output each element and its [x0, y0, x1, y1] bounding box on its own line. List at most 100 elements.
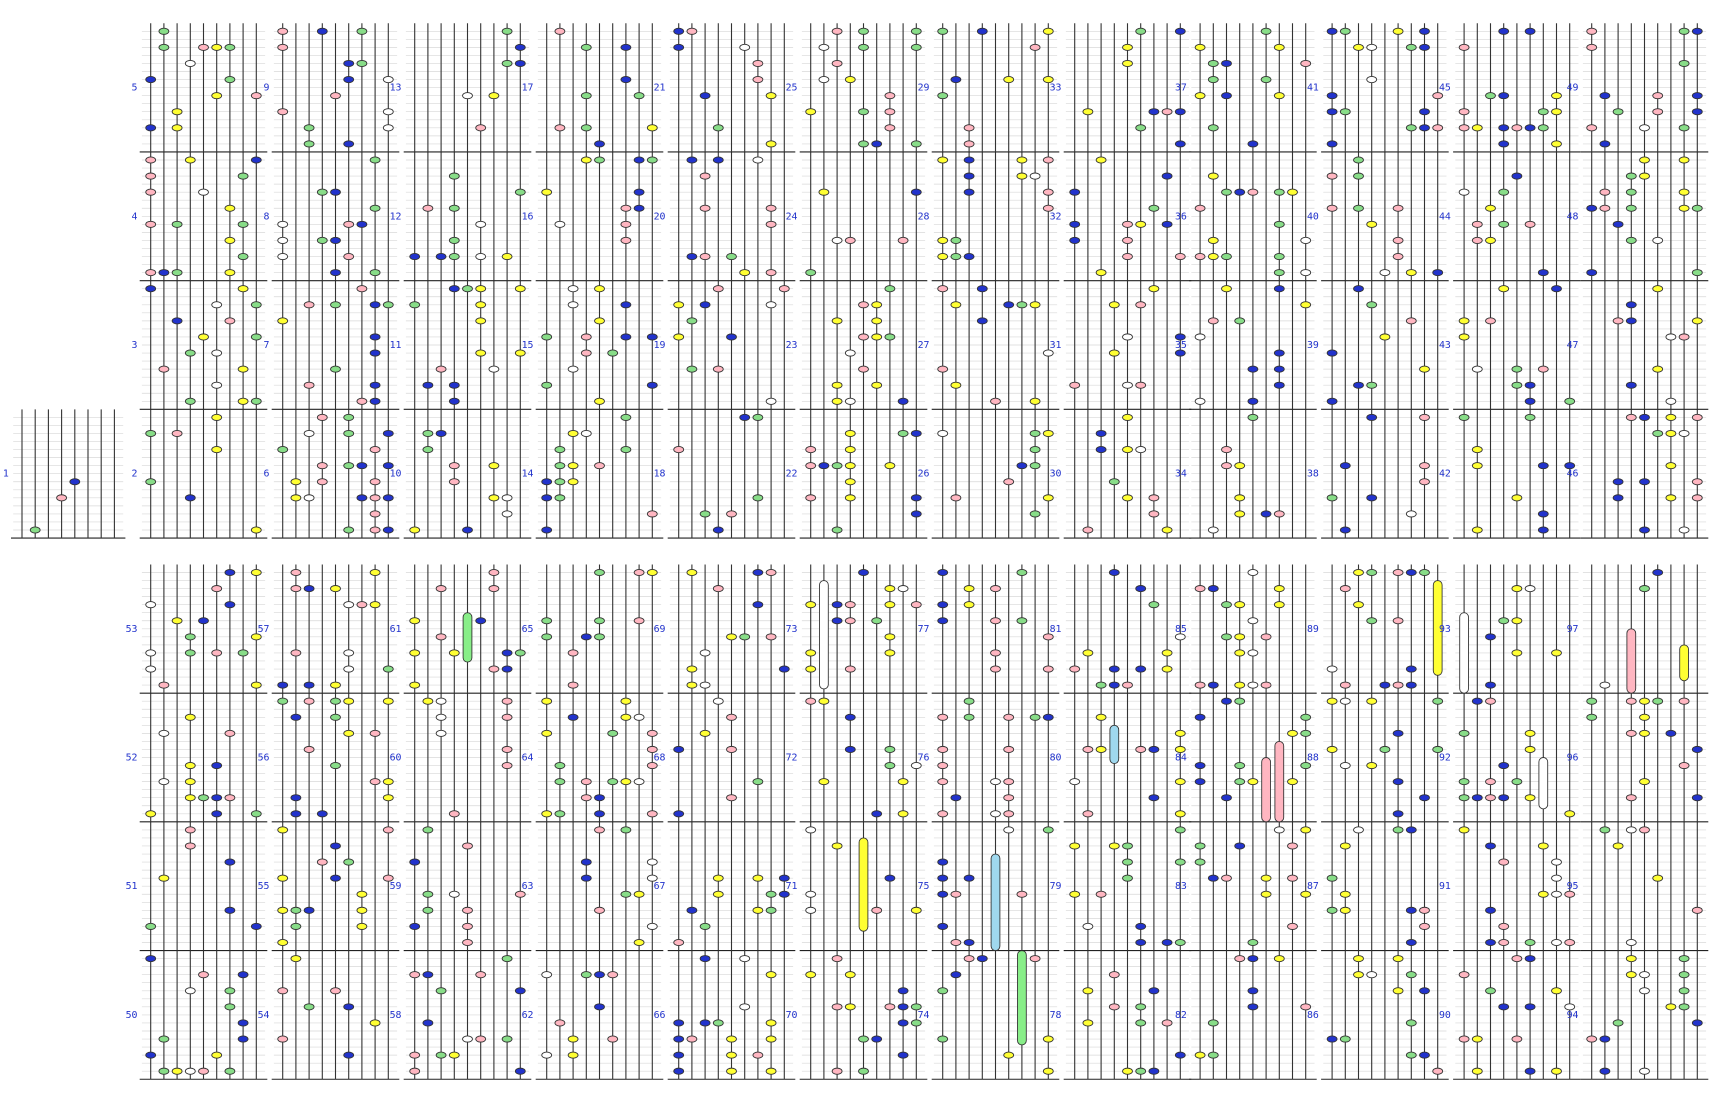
note — [580, 858, 592, 866]
note — [831, 1067, 843, 1075]
held-note — [1459, 612, 1469, 694]
note — [963, 188, 975, 196]
note — [1639, 413, 1650, 421]
note — [963, 172, 975, 180]
note — [1003, 1051, 1015, 1059]
note — [739, 413, 751, 421]
note — [1639, 526, 1650, 534]
note — [171, 108, 183, 116]
note — [831, 462, 843, 470]
note — [303, 140, 315, 148]
note — [805, 269, 817, 277]
note — [1524, 938, 1536, 947]
note — [963, 252, 975, 261]
note — [752, 778, 764, 786]
measure-number: 62 — [522, 1010, 534, 1021]
note — [844, 397, 856, 405]
note — [250, 397, 262, 405]
note — [541, 1051, 553, 1059]
note — [844, 713, 856, 721]
measure-number: 32 — [1050, 211, 1062, 222]
note — [1234, 317, 1246, 325]
note — [501, 762, 513, 770]
measure-number: 28 — [918, 211, 930, 222]
note — [884, 585, 896, 593]
note — [686, 317, 698, 325]
note — [237, 1035, 249, 1043]
note — [1326, 1035, 1338, 1043]
note — [1691, 745, 1703, 753]
note — [778, 665, 790, 673]
note — [1339, 526, 1351, 534]
note — [250, 810, 262, 818]
note — [1665, 494, 1677, 502]
measure-number: 2 — [132, 469, 138, 480]
measure-number: 51 — [126, 881, 138, 892]
note — [1148, 794, 1160, 802]
note — [1485, 317, 1496, 325]
note — [158, 1067, 170, 1075]
note — [950, 381, 962, 389]
note — [1392, 568, 1404, 577]
note — [501, 494, 513, 502]
measure-number: 5 — [132, 83, 138, 94]
measure: 85 — [1175, 564, 1317, 694]
note — [844, 349, 856, 357]
note — [1069, 381, 1081, 389]
note — [1221, 285, 1232, 293]
held-note — [990, 853, 1001, 951]
note — [646, 922, 658, 930]
note — [1221, 697, 1232, 705]
note — [567, 478, 579, 486]
measure: 27 — [918, 280, 1060, 410]
note — [369, 478, 381, 486]
note — [910, 601, 922, 609]
note — [184, 649, 196, 657]
note — [277, 681, 289, 689]
note — [277, 446, 289, 454]
note — [1326, 140, 1338, 148]
note — [1122, 446, 1133, 454]
note — [224, 601, 236, 609]
note — [1174, 108, 1186, 116]
note — [184, 156, 196, 164]
note — [1194, 92, 1206, 100]
measure-number: 31 — [1050, 340, 1062, 351]
note — [1029, 301, 1041, 309]
note — [290, 494, 302, 502]
measure: 12 — [390, 151, 532, 282]
note — [950, 494, 962, 502]
measure-number: 81 — [1050, 624, 1062, 635]
note — [422, 204, 434, 212]
note — [620, 236, 632, 244]
note — [1639, 713, 1650, 721]
note — [1639, 585, 1650, 593]
measure: 93 — [1439, 564, 1581, 694]
note — [330, 301, 341, 309]
note — [937, 858, 949, 866]
measure: 69 — [654, 564, 796, 694]
note — [1665, 397, 1677, 405]
note — [343, 252, 355, 261]
note — [1379, 745, 1391, 753]
note — [1599, 826, 1611, 834]
note — [699, 729, 711, 737]
note — [752, 413, 764, 421]
note — [1432, 745, 1444, 753]
note — [1069, 188, 1081, 196]
note — [1260, 633, 1272, 641]
note — [910, 27, 922, 35]
note — [1273, 220, 1285, 228]
note — [726, 633, 737, 641]
note — [1458, 124, 1470, 132]
note — [237, 1019, 249, 1027]
note — [224, 204, 236, 212]
measure: 96 — [1567, 693, 1709, 823]
note — [1029, 462, 1041, 470]
note — [1691, 413, 1703, 421]
note — [1665, 462, 1677, 470]
measure: 56 — [258, 693, 400, 823]
note — [673, 446, 685, 454]
note — [514, 987, 526, 995]
